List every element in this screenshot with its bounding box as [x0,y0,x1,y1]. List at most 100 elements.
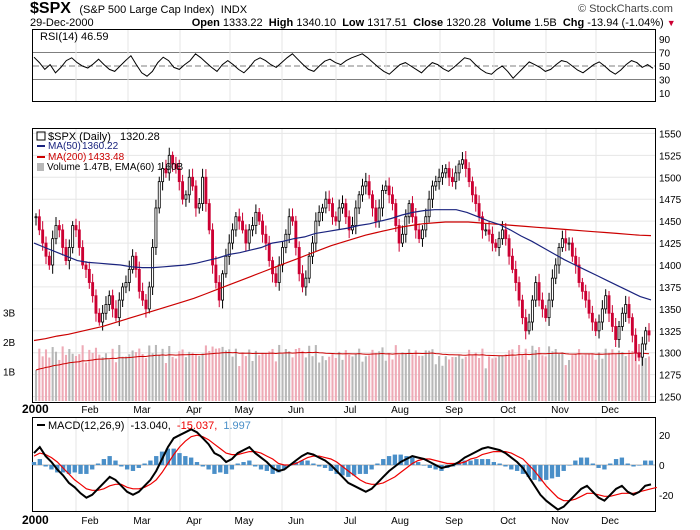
price-bar [91,273,95,303]
volume-bar [591,353,594,401]
macd-histogram-bar [357,465,363,474]
volume-bar [368,355,371,401]
volume-bar [434,364,437,401]
macd-legend: MACD(12,26,9) -13.040, -15.037, 1.997 [37,420,251,432]
macd-histogram-bar [637,465,642,466]
exchange: INDX [220,4,248,16]
month-label: Sep [445,405,463,416]
volume-bar [634,345,637,401]
price-bar [341,195,344,214]
volume-bar [288,351,291,401]
price-bar [247,224,251,250]
volume-bar [144,358,147,401]
month-label: Feb [81,405,99,416]
ma50-legend-value: 1360.22 [82,141,119,152]
price-bar [411,196,414,223]
price-bar [227,234,231,265]
price-bar [630,313,634,343]
price-bar [71,221,75,254]
volume-bar [201,353,204,401]
volume-bar [248,349,251,401]
price-bar [281,241,284,273]
price-bar [427,190,431,223]
price-bar [614,317,618,348]
macd-histogram-bar [503,465,508,467]
volume-bar [34,370,38,401]
macd-histogram-bar [299,460,304,465]
price-bar [141,282,145,306]
month-label: May [235,516,254,527]
price-bar [367,174,371,199]
volume-legend: Volume 1.47B, EMA(60) 1.60B [47,162,184,173]
price-bar [540,292,544,318]
volume-bar [624,356,627,401]
price-bar [171,151,175,172]
price-bar [241,212,244,234]
macd-histogram-bar [317,465,322,467]
volume-bar [274,361,277,401]
price-bar [307,252,311,284]
svg-text:MACD(12,26,9) -13.04: MACD(12,26,9) -13.040, -15.037, 1.997 [48,420,251,432]
volume-bar [208,350,211,401]
macd-histogram-bar [334,465,339,474]
volume-bar [191,352,194,401]
price-bar [267,235,271,267]
macd-histogram-bar [148,460,153,465]
volume-bar [194,354,197,401]
price-tick-label: 1400 [659,261,682,272]
volume-bar [571,355,574,401]
volume-bar [461,358,464,401]
macd-histogram-bar [241,462,246,465]
price-tick-label: 1500 [659,173,682,184]
volume-bar [158,354,161,401]
macd-histogram-bar [90,465,95,470]
price-bar [644,326,648,351]
volume-bar [374,353,377,401]
macd-histogram-bar [410,457,415,465]
price-bar [321,203,324,222]
volume-bar [607,352,611,401]
watermark[interactable]: © StockCharts.com [578,3,673,15]
price-bar [604,289,608,314]
month-label: Jul [344,405,357,416]
price-bar [294,215,298,256]
price-tick-label: 1450 [659,217,682,228]
price-bar [344,198,348,225]
volume-bar [71,353,74,401]
macd-histogram-bar [43,465,48,467]
price-bar [277,256,281,291]
macd-histogram-bar [124,465,130,470]
month-label: Apr [186,516,202,527]
price-bar [77,221,81,256]
volume-bar [604,348,607,401]
price-bar [181,174,185,205]
rsi-tick-label: 70 [659,48,671,59]
volume-bar [411,354,414,401]
macd-histogram-bar [282,465,287,470]
volume-bar [358,348,361,401]
volume-bar [471,355,474,401]
change-value: -13.94 (-1.04%) [587,17,664,29]
volume-bar [597,352,601,401]
volume-bar [541,355,544,401]
macd-histogram-bar [84,465,89,474]
macd-histogram-bar [171,448,176,465]
price-bar [221,270,225,309]
volume-bar [171,356,174,401]
macd-histogram-bar [95,463,101,465]
price-bar [127,260,131,292]
volume-bar [138,348,141,401]
volume-bar [494,357,497,401]
price-bar [121,282,125,308]
volume-bar [491,358,494,401]
macd-histogram-bar [613,459,619,465]
macd-histogram-bar [631,465,636,467]
price-tick-label: 1275 [659,371,682,382]
macd-histogram-bar [253,465,258,467]
volume-bar [627,350,631,401]
macd-panel: 20 0 -20 MACD(12,26,9) -13.040, -15.037, 1… [31,417,674,512]
volume-bar [221,346,224,401]
macd-histogram-bar [485,459,491,465]
price-bar [480,211,484,239]
